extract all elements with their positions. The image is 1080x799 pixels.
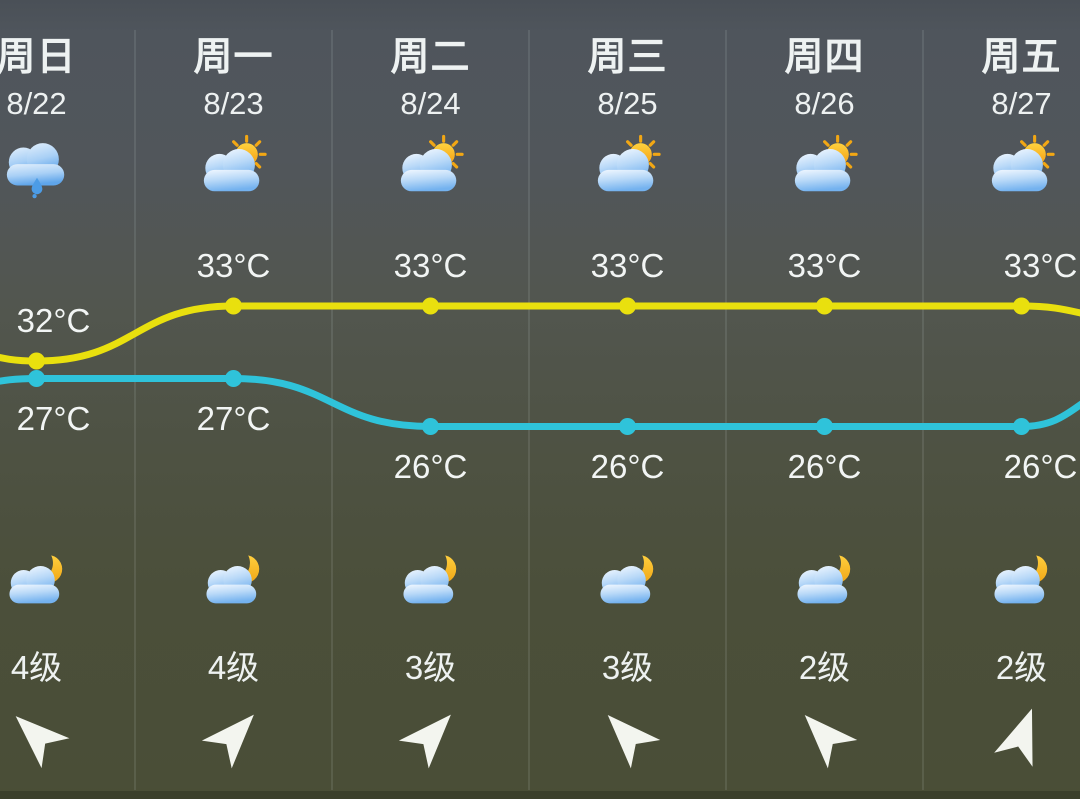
cloudy-night-icon — [990, 552, 1054, 612]
wind-level-label: 3级 — [404, 649, 457, 686]
cloudy-night-icon — [5, 552, 69, 612]
day-label: 周三 — [587, 36, 668, 79]
cloudy-night-icon — [399, 552, 463, 612]
high-temp-label: 33°C — [393, 247, 468, 284]
date-label: 8/22 — [6, 86, 67, 121]
high-temp-label: 32°C — [16, 302, 91, 339]
day-label: 周日 — [0, 36, 77, 79]
forecast-column-tuesday[interactable]: 周二 8/24 33°C 26°C 3级 — [332, 0, 529, 799]
partly-cloudy-day-icon — [199, 134, 269, 200]
low-temp-label: 26°C — [393, 447, 468, 485]
cloudy-night-icon — [596, 552, 660, 612]
low-temp-label: 26°C — [590, 447, 665, 485]
forecast-column-thursday[interactable]: 周四 8/26 33°C 26°C 2级 — [726, 0, 923, 799]
light-rain-icon — [2, 134, 72, 200]
high-temp-label: 33°C — [196, 247, 271, 284]
wind-direction-arrow-icon — [2, 701, 72, 771]
wind-direction-arrow-icon — [790, 701, 860, 771]
date-label: 8/27 — [991, 86, 1052, 121]
wind-direction-arrow-icon — [396, 701, 466, 771]
wind-direction-arrow-icon — [987, 701, 1057, 771]
day-label: 周五 — [981, 36, 1062, 79]
wind-level-label: 3级 — [601, 649, 654, 686]
forecast-column-friday[interactable]: 周五 8/27 33°C 26°C 2级 — [923, 0, 1080, 799]
wind-level-label: 2级 — [995, 649, 1048, 686]
cloudy-night-icon — [793, 552, 857, 612]
wind-direction-arrow-icon — [199, 701, 269, 771]
forecast-column-wednesday[interactable]: 周三 8/25 33°C 26°C 3级 — [529, 0, 726, 799]
date-label: 8/25 — [597, 86, 658, 121]
low-temp-label: 27°C — [16, 399, 91, 437]
low-temp-label: 26°C — [787, 447, 862, 485]
cloudy-night-icon — [202, 552, 266, 612]
high-temp-label: 33°C — [1003, 247, 1078, 284]
partly-cloudy-day-icon — [790, 134, 860, 200]
bottom-edge — [0, 791, 1080, 799]
partly-cloudy-day-icon — [396, 134, 466, 200]
date-label: 8/26 — [794, 86, 855, 121]
low-temp-label: 26°C — [1003, 447, 1078, 485]
partly-cloudy-day-icon — [593, 134, 663, 200]
forecast-column-sunday[interactable]: 周日 8/22 32°C 27°C 4级 — [0, 0, 135, 799]
wind-direction-arrow-icon — [593, 701, 663, 771]
day-label: 周二 — [390, 36, 471, 79]
date-label: 8/23 — [203, 86, 264, 121]
wind-level-label: 4级 — [10, 649, 63, 686]
wind-level-label: 2级 — [798, 649, 851, 686]
forecast-column-monday[interactable]: 周一 8/23 33°C 27°C 4级 — [135, 0, 332, 799]
partly-cloudy-day-icon — [987, 134, 1057, 200]
high-temp-label: 33°C — [787, 247, 862, 284]
high-temp-label: 33°C — [590, 247, 665, 284]
low-temp-label: 27°C — [196, 399, 271, 437]
day-label: 周四 — [784, 36, 865, 79]
wind-level-label: 4级 — [207, 649, 260, 686]
day-label: 周一 — [193, 36, 274, 79]
date-label: 8/24 — [400, 86, 461, 121]
